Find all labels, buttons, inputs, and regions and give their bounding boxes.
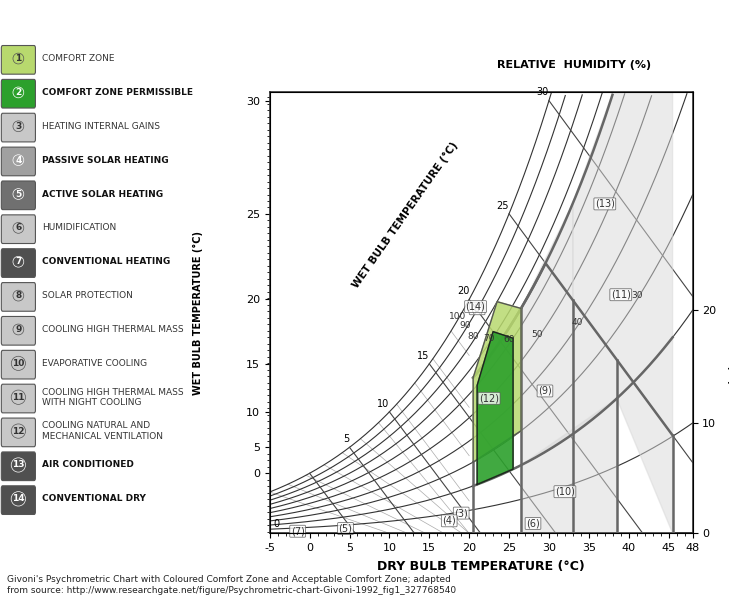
Text: 10: 10: [377, 398, 389, 409]
Text: 60: 60: [503, 335, 515, 344]
Text: COOLING HIGH THERMAL MASS: COOLING HIGH THERMAL MASS: [42, 325, 184, 334]
FancyBboxPatch shape: [1, 181, 36, 210]
Text: 50: 50: [531, 330, 542, 340]
Text: 25: 25: [496, 200, 509, 211]
Text: (10): (10): [555, 487, 575, 497]
Text: (11): (11): [611, 290, 631, 300]
FancyBboxPatch shape: [1, 316, 36, 345]
Text: 30: 30: [537, 88, 549, 97]
Text: 9: 9: [15, 325, 22, 334]
FancyBboxPatch shape: [1, 147, 36, 176]
Text: Givoni's Psychrometric Chart with Coloured Comfort Zone and Acceptable Comfort Z: Givoni's Psychrometric Chart with Colour…: [7, 575, 456, 595]
Text: HUMIDIFICATION: HUMIDIFICATION: [42, 223, 116, 232]
Text: 5: 5: [343, 434, 349, 444]
X-axis label: DRY BULB TEMPERATURE (°C): DRY BULB TEMPERATURE (°C): [378, 560, 585, 573]
FancyBboxPatch shape: [1, 45, 36, 74]
Text: PASSIVE SOLAR HEATING: PASSIVE SOLAR HEATING: [42, 156, 168, 165]
Text: 8: 8: [15, 291, 21, 300]
Text: 1: 1: [15, 54, 21, 63]
FancyBboxPatch shape: [1, 452, 36, 481]
Text: CONVENTIONAL HEATING: CONVENTIONAL HEATING: [42, 257, 171, 266]
Text: CONVENTIONAL DRY: CONVENTIONAL DRY: [42, 494, 146, 503]
Text: (8): (8): [470, 303, 484, 314]
Text: 90: 90: [459, 321, 471, 330]
Text: AIR CONDITIONED: AIR CONDITIONED: [42, 460, 134, 470]
Text: 20: 20: [457, 286, 469, 296]
Text: 80: 80: [467, 332, 479, 341]
Text: (4): (4): [443, 516, 456, 526]
Text: COMFORT ZONE PERMISSIBLE: COMFORT ZONE PERMISSIBLE: [42, 88, 193, 97]
Text: (12): (12): [479, 394, 499, 403]
Text: 40: 40: [572, 318, 582, 327]
Text: 100: 100: [448, 312, 466, 321]
Text: 6: 6: [15, 223, 21, 232]
Polygon shape: [573, 0, 673, 533]
Polygon shape: [473, 302, 521, 462]
Text: 13: 13: [12, 460, 25, 470]
FancyBboxPatch shape: [1, 215, 36, 243]
Polygon shape: [521, 398, 617, 533]
Text: 4: 4: [15, 156, 22, 165]
FancyBboxPatch shape: [1, 249, 36, 277]
Text: WET BULB TEMPERATURE (°C): WET BULB TEMPERATURE (°C): [192, 230, 203, 395]
Text: 10: 10: [12, 359, 25, 368]
Text: SOLAR PROTECTION: SOLAR PROTECTION: [42, 291, 133, 300]
Text: HEATING INTERNAL GAINS: HEATING INTERNAL GAINS: [42, 122, 160, 131]
Text: 11: 11: [12, 393, 25, 402]
Text: 15: 15: [417, 351, 429, 360]
Text: ACTIVE SOLAR HEATING: ACTIVE SOLAR HEATING: [42, 189, 163, 199]
Text: EVAPORATIVE COOLING: EVAPORATIVE COOLING: [42, 359, 147, 368]
Text: (14): (14): [466, 302, 486, 311]
Text: 0: 0: [273, 519, 280, 528]
Text: 3: 3: [15, 122, 21, 131]
FancyBboxPatch shape: [1, 418, 36, 447]
Text: WET BULB TEMPERATURE (°C): WET BULB TEMPERATURE (°C): [351, 140, 459, 291]
Text: 70: 70: [483, 334, 495, 343]
FancyBboxPatch shape: [1, 485, 36, 514]
FancyBboxPatch shape: [1, 113, 36, 142]
Text: 14: 14: [12, 494, 25, 503]
Text: (3): (3): [454, 508, 468, 518]
Text: COOLING NATURAL AND
MECHANICAL VENTILATION: COOLING NATURAL AND MECHANICAL VENTILATI…: [42, 421, 163, 441]
Text: 7: 7: [15, 257, 22, 266]
Text: (13): (13): [595, 199, 615, 209]
FancyBboxPatch shape: [1, 384, 36, 413]
Text: RELATIVE  HUMIDITY (%): RELATIVE HUMIDITY (%): [497, 60, 651, 70]
FancyBboxPatch shape: [1, 283, 36, 311]
Text: 12: 12: [12, 427, 25, 436]
Text: (7): (7): [291, 526, 305, 536]
Text: 30: 30: [631, 291, 642, 300]
FancyBboxPatch shape: [1, 79, 36, 108]
Polygon shape: [477, 332, 513, 484]
Text: COOLING HIGH THERMAL MASS
WITH NIGHT COOLING: COOLING HIGH THERMAL MASS WITH NIGHT COO…: [42, 387, 184, 407]
Text: (5): (5): [338, 524, 352, 533]
Y-axis label: RELATIVE  HUMIDITY (%): RELATIVE HUMIDITY (%): [728, 240, 729, 385]
Text: (6): (6): [526, 519, 540, 528]
Text: (9): (9): [538, 386, 552, 396]
FancyBboxPatch shape: [1, 351, 36, 379]
Text: 5: 5: [15, 189, 21, 199]
Text: COMFORT ZONE: COMFORT ZONE: [42, 54, 114, 63]
Text: 2: 2: [15, 88, 21, 97]
Polygon shape: [521, 203, 573, 465]
